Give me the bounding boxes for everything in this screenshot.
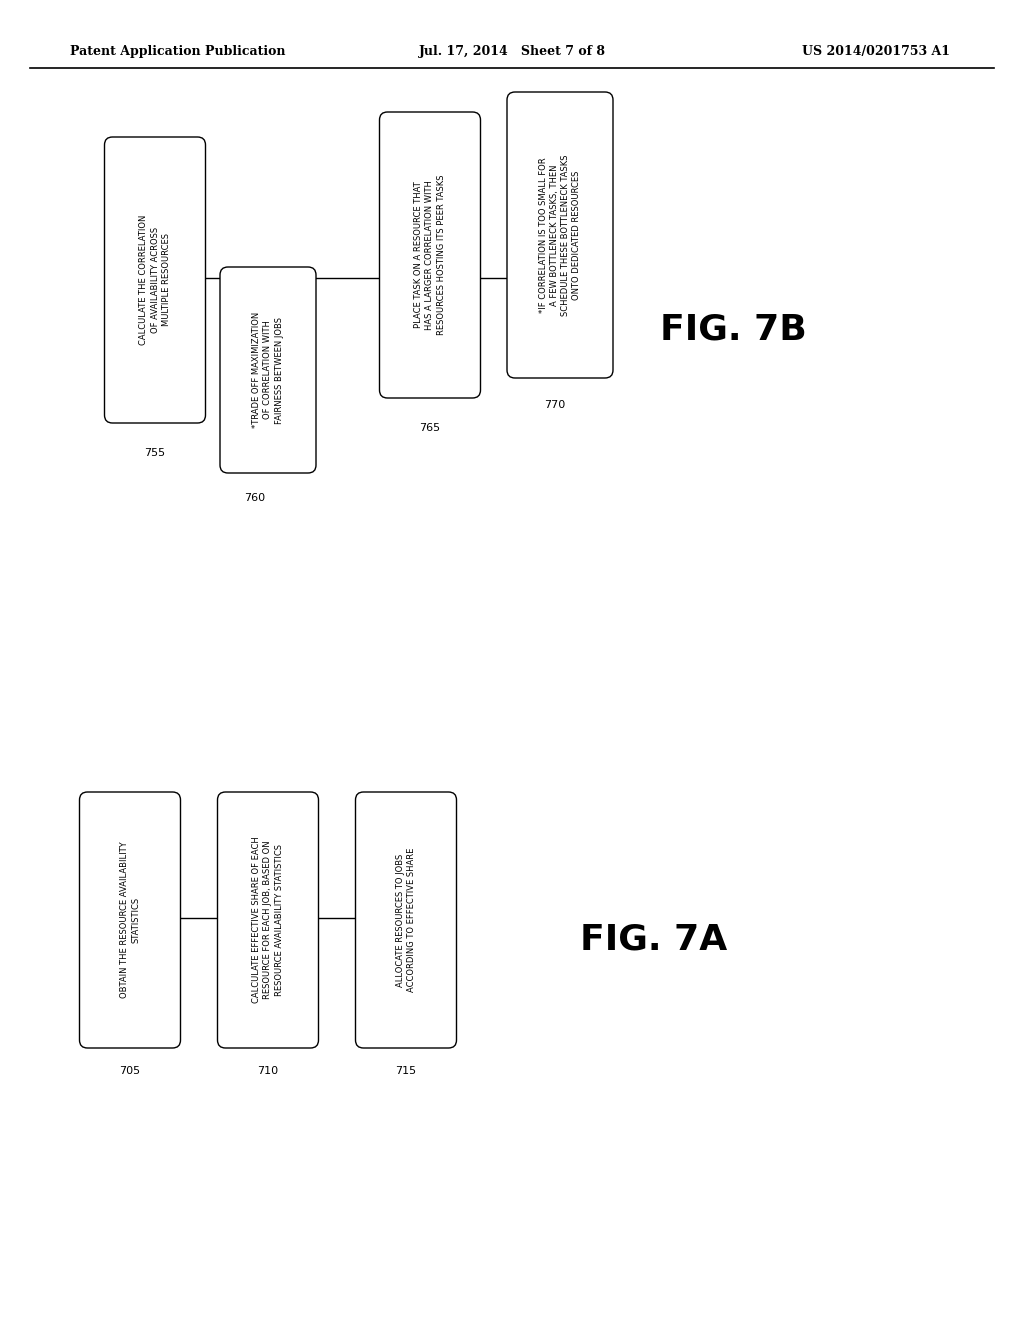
Text: *IF CORRELATION IS TOO SMALL FOR
A FEW BOTTLENECK TASKS, THEN
SCHEDULE THESE BOT: *IF CORRELATION IS TOO SMALL FOR A FEW B… — [539, 154, 582, 315]
Text: FIG. 7B: FIG. 7B — [660, 313, 807, 347]
Text: 705: 705 — [120, 1067, 140, 1076]
Text: US 2014/0201753 A1: US 2014/0201753 A1 — [802, 45, 950, 58]
Text: CALCULATE EFFECTIVE SHARE OF EACH
RESOURCE FOR EACH JOB, BASED ON
RESOURCE AVAIL: CALCULATE EFFECTIVE SHARE OF EACH RESOUR… — [252, 837, 284, 1003]
Text: 755: 755 — [144, 447, 166, 458]
FancyBboxPatch shape — [355, 792, 457, 1048]
FancyBboxPatch shape — [220, 267, 316, 473]
FancyBboxPatch shape — [507, 92, 613, 378]
FancyBboxPatch shape — [104, 137, 206, 422]
Text: 770: 770 — [545, 400, 565, 411]
Text: OBTAIN THE RESOURCE AVAILABILITY
STATISTICS: OBTAIN THE RESOURCE AVAILABILITY STATIST… — [120, 842, 140, 998]
Text: CALCULATE THE CORRELATION
OF AVAILABILITY ACROSS
MULTIPLE RESOURCES: CALCULATE THE CORRELATION OF AVAILABILIT… — [139, 215, 171, 346]
Text: FIG. 7A: FIG. 7A — [580, 923, 727, 957]
Text: Patent Application Publication: Patent Application Publication — [70, 45, 286, 58]
Text: *TRADE OFF MAXIMIZATION
OF CORRELATION WITH
FAIRNESS BETWEEN JOBS: *TRADE OFF MAXIMIZATION OF CORRELATION W… — [252, 312, 284, 428]
Text: 765: 765 — [420, 422, 440, 433]
Text: PLACE TASK ON A RESOURCE THAT
HAS A LARGER CORRELATION WITH
RESOURCES HOSTING IT: PLACE TASK ON A RESOURCE THAT HAS A LARG… — [415, 174, 445, 335]
FancyBboxPatch shape — [380, 112, 480, 399]
Text: 715: 715 — [395, 1067, 417, 1076]
FancyBboxPatch shape — [80, 792, 180, 1048]
Text: Jul. 17, 2014   Sheet 7 of 8: Jul. 17, 2014 Sheet 7 of 8 — [419, 45, 605, 58]
FancyBboxPatch shape — [217, 792, 318, 1048]
Text: 760: 760 — [245, 492, 265, 503]
Text: 710: 710 — [257, 1067, 279, 1076]
Text: ALLOCATE RESOURCES TO JOBS
ACCORDING TO EFFECTIVE SHARE: ALLOCATE RESOURCES TO JOBS ACCORDING TO … — [396, 847, 416, 993]
